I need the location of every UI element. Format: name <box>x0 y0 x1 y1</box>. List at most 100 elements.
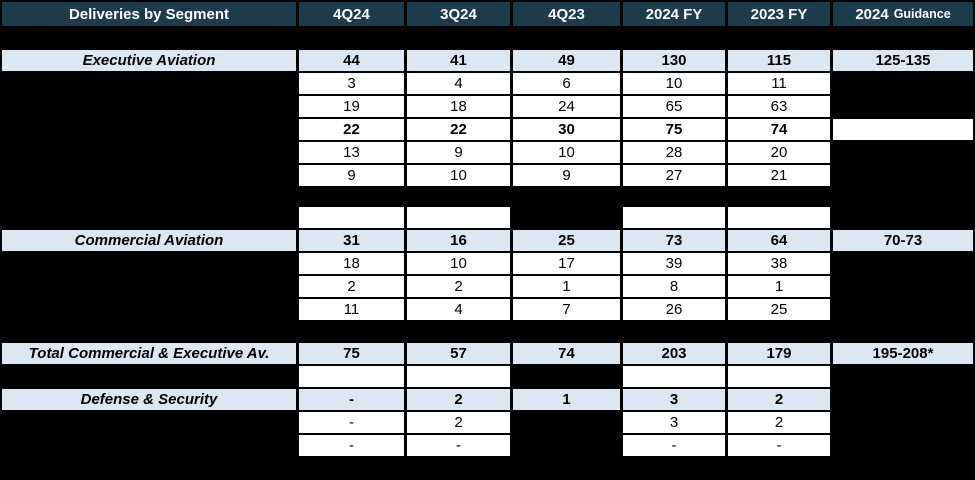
value-cell: 22 <box>407 119 510 140</box>
section-gap <box>2 28 973 50</box>
redacted-label-cell <box>2 435 296 456</box>
value-cell: 49 <box>513 50 620 71</box>
total-label: Total Commercial & Executive Av. <box>2 343 296 364</box>
redacted-label-cell <box>2 366 296 387</box>
guidance-cell: 70-73 <box>833 230 973 251</box>
value-cell: - <box>623 435 725 456</box>
value-cell: 57 <box>407 343 510 364</box>
redacted-label-cell <box>2 299 296 320</box>
value-cell: 64 <box>728 230 830 251</box>
redacted-label-cell <box>2 119 296 140</box>
redacted-label-cell <box>2 73 296 94</box>
value-cell: 179 <box>728 343 830 364</box>
value-cell: - <box>299 389 404 410</box>
value-cell: 2 <box>407 389 510 410</box>
value-cell: 28 <box>623 142 725 163</box>
redacted-cell <box>833 366 973 387</box>
value-cell: 22 <box>299 119 404 140</box>
redacted-cell <box>833 73 973 94</box>
empty-cell <box>299 366 404 387</box>
redacted-label-cell <box>2 276 296 297</box>
empty-cell <box>833 119 973 140</box>
segment-label: Executive Aviation <box>2 50 296 71</box>
table-row: 3 4 6 10 11 <box>2 73 973 94</box>
segment-label: Commercial Aviation <box>2 230 296 251</box>
col-header-guidance: 2024 Guidance <box>833 2 973 26</box>
value-cell: 3 <box>623 389 725 410</box>
guidance-word: Guidance <box>893 6 951 21</box>
table-row: 2 2 1 8 1 <box>2 276 973 297</box>
segment-row-commercial-aviation: Commercial Aviation 31 16 25 73 64 70-73 <box>2 230 973 251</box>
empty-cell <box>407 366 510 387</box>
blank-row <box>2 366 973 387</box>
value-cell: - <box>407 435 510 456</box>
redacted-cell <box>833 412 973 433</box>
value-cell: 75 <box>299 343 404 364</box>
value-cell: 9 <box>299 165 404 186</box>
col-header-4q23: 4Q23 <box>513 2 620 26</box>
value-cell: 16 <box>407 230 510 251</box>
table-row: 11 4 7 26 25 <box>2 299 973 320</box>
value-cell: 4 <box>407 73 510 94</box>
segment-label: Defense & Security <box>2 389 296 410</box>
value-cell: 1 <box>728 276 830 297</box>
empty-cell <box>407 207 510 228</box>
col-header-3q24: 3Q24 <box>407 2 510 26</box>
value-cell: 7 <box>513 299 620 320</box>
value-cell: 39 <box>623 253 725 274</box>
value-cell: 24 <box>513 96 620 117</box>
value-cell: 65 <box>623 96 725 117</box>
blank-row <box>2 207 973 228</box>
value-cell: 2 <box>407 276 510 297</box>
redacted-label-cell <box>2 253 296 274</box>
value-cell: 1 <box>513 389 620 410</box>
redacted-label-cell <box>2 165 296 186</box>
redacted-cell <box>833 165 973 186</box>
col-header-2023fy: 2023 FY <box>728 2 830 26</box>
redacted-cell <box>833 96 973 117</box>
empty-cell <box>728 207 830 228</box>
redacted-label-cell <box>2 142 296 163</box>
value-cell: 41 <box>407 50 510 71</box>
value-cell: 18 <box>407 96 510 117</box>
value-cell: - <box>299 435 404 456</box>
value-cell: 10 <box>407 253 510 274</box>
value-cell: 31 <box>299 230 404 251</box>
col-header-4q24: 4Q24 <box>299 2 404 26</box>
value-cell: 11 <box>728 73 830 94</box>
redacted-cell <box>833 389 973 410</box>
value-cell: 2 <box>299 276 404 297</box>
value-cell: 3 <box>299 73 404 94</box>
value-cell: 10 <box>407 165 510 186</box>
value-cell: 18 <box>299 253 404 274</box>
value-cell: 17 <box>513 253 620 274</box>
redacted-cell <box>833 435 973 456</box>
value-cell: 20 <box>728 142 830 163</box>
guidance-cell: 125-135 <box>833 50 973 71</box>
redacted-cell <box>833 253 973 274</box>
value-cell: 75 <box>623 119 725 140</box>
redacted-cell <box>513 366 620 387</box>
value-cell: 21 <box>728 165 830 186</box>
value-cell: 8 <box>623 276 725 297</box>
value-cell: 38 <box>728 253 830 274</box>
empty-cell <box>623 366 725 387</box>
value-cell: 4 <box>407 299 510 320</box>
value-cell: 2 <box>728 389 830 410</box>
redacted-cell <box>513 207 620 228</box>
value-cell: 30 <box>513 119 620 140</box>
section-gap <box>2 188 973 207</box>
value-cell: 1 <box>513 276 620 297</box>
value-cell: 25 <box>513 230 620 251</box>
value-cell: 74 <box>728 119 830 140</box>
table-row: 22 22 30 75 74 <box>2 119 973 140</box>
table-title: Deliveries by Segment <box>2 2 296 26</box>
value-cell: 2 <box>728 412 830 433</box>
segment-row-defense-security: Defense & Security - 2 1 3 2 <box>2 389 973 410</box>
value-cell: 63 <box>728 96 830 117</box>
guidance-cell: 195-208* <box>833 343 973 364</box>
table-row: 9 10 9 27 21 <box>2 165 973 186</box>
value-cell: 11 <box>299 299 404 320</box>
value-cell: 25 <box>728 299 830 320</box>
value-cell: 2 <box>407 412 510 433</box>
